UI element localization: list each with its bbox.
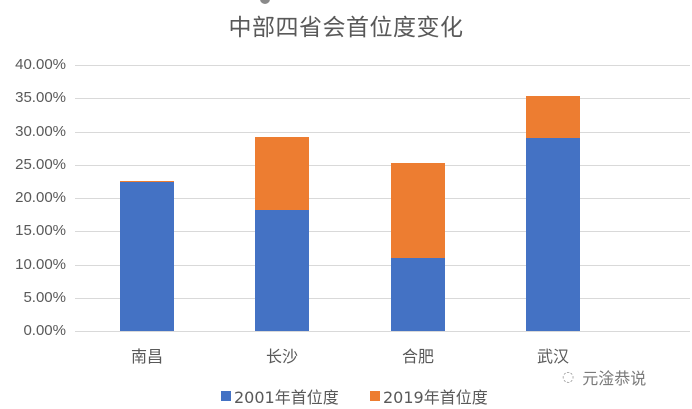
chart-title: 中部四省会首位度变化 <box>228 15 464 41</box>
legend-swatch <box>221 391 231 401</box>
gridline <box>75 231 690 232</box>
gridline <box>75 298 690 299</box>
legend-item: 2001年首位度 <box>221 384 339 408</box>
bar-2 <box>391 162 445 331</box>
x-tick-label: 长沙 <box>265 347 298 366</box>
y-tick-label: 25.00% <box>15 156 66 173</box>
gridline <box>75 65 690 66</box>
gridline <box>75 265 690 266</box>
x-tick-label: 合肥 <box>401 347 434 366</box>
decorative-dot <box>260 0 270 4</box>
watermark-text: 元淦恭说 <box>582 369 647 388</box>
bar-0 <box>120 180 174 331</box>
bar-segment-1 <box>391 162 445 258</box>
x-tick-label: 武汉 <box>536 347 569 366</box>
gridline <box>75 132 690 133</box>
bar-segment-0 <box>391 257 445 331</box>
legend-label: 2001年首位度 <box>234 388 339 407</box>
gridline <box>75 331 690 332</box>
gridline <box>75 165 690 166</box>
y-tick-label: 40.00% <box>15 56 66 73</box>
bar-segment-0 <box>255 209 309 331</box>
y-tick-label: 20.00% <box>15 189 66 206</box>
gridline <box>75 198 690 199</box>
bar-segment-1 <box>255 136 309 210</box>
y-tick-label: 35.00% <box>15 89 66 106</box>
bar-3 <box>526 96 580 331</box>
bar-segment-0 <box>526 138 580 331</box>
y-tick-label: 0.00% <box>23 322 66 339</box>
bar-segment-1 <box>526 96 580 139</box>
wechat-icon: ◌ <box>562 369 575 385</box>
legend-item: 2019年首位度 <box>370 384 488 408</box>
bar-segment-1 <box>120 180 174 183</box>
x-tick-label: 南昌 <box>130 347 163 366</box>
bar-1 <box>255 136 309 331</box>
bar-segment-0 <box>120 182 174 331</box>
gridline <box>75 98 690 99</box>
y-tick-label: 15.00% <box>15 222 66 239</box>
legend-swatch <box>370 391 380 401</box>
y-tick-label: 10.00% <box>15 256 66 273</box>
legend-label: 2019年首位度 <box>383 388 488 407</box>
watermark: ◌ 元淦恭说 <box>562 365 646 389</box>
y-tick-label: 30.00% <box>15 123 66 140</box>
y-tick-label: 5.00% <box>23 289 66 306</box>
